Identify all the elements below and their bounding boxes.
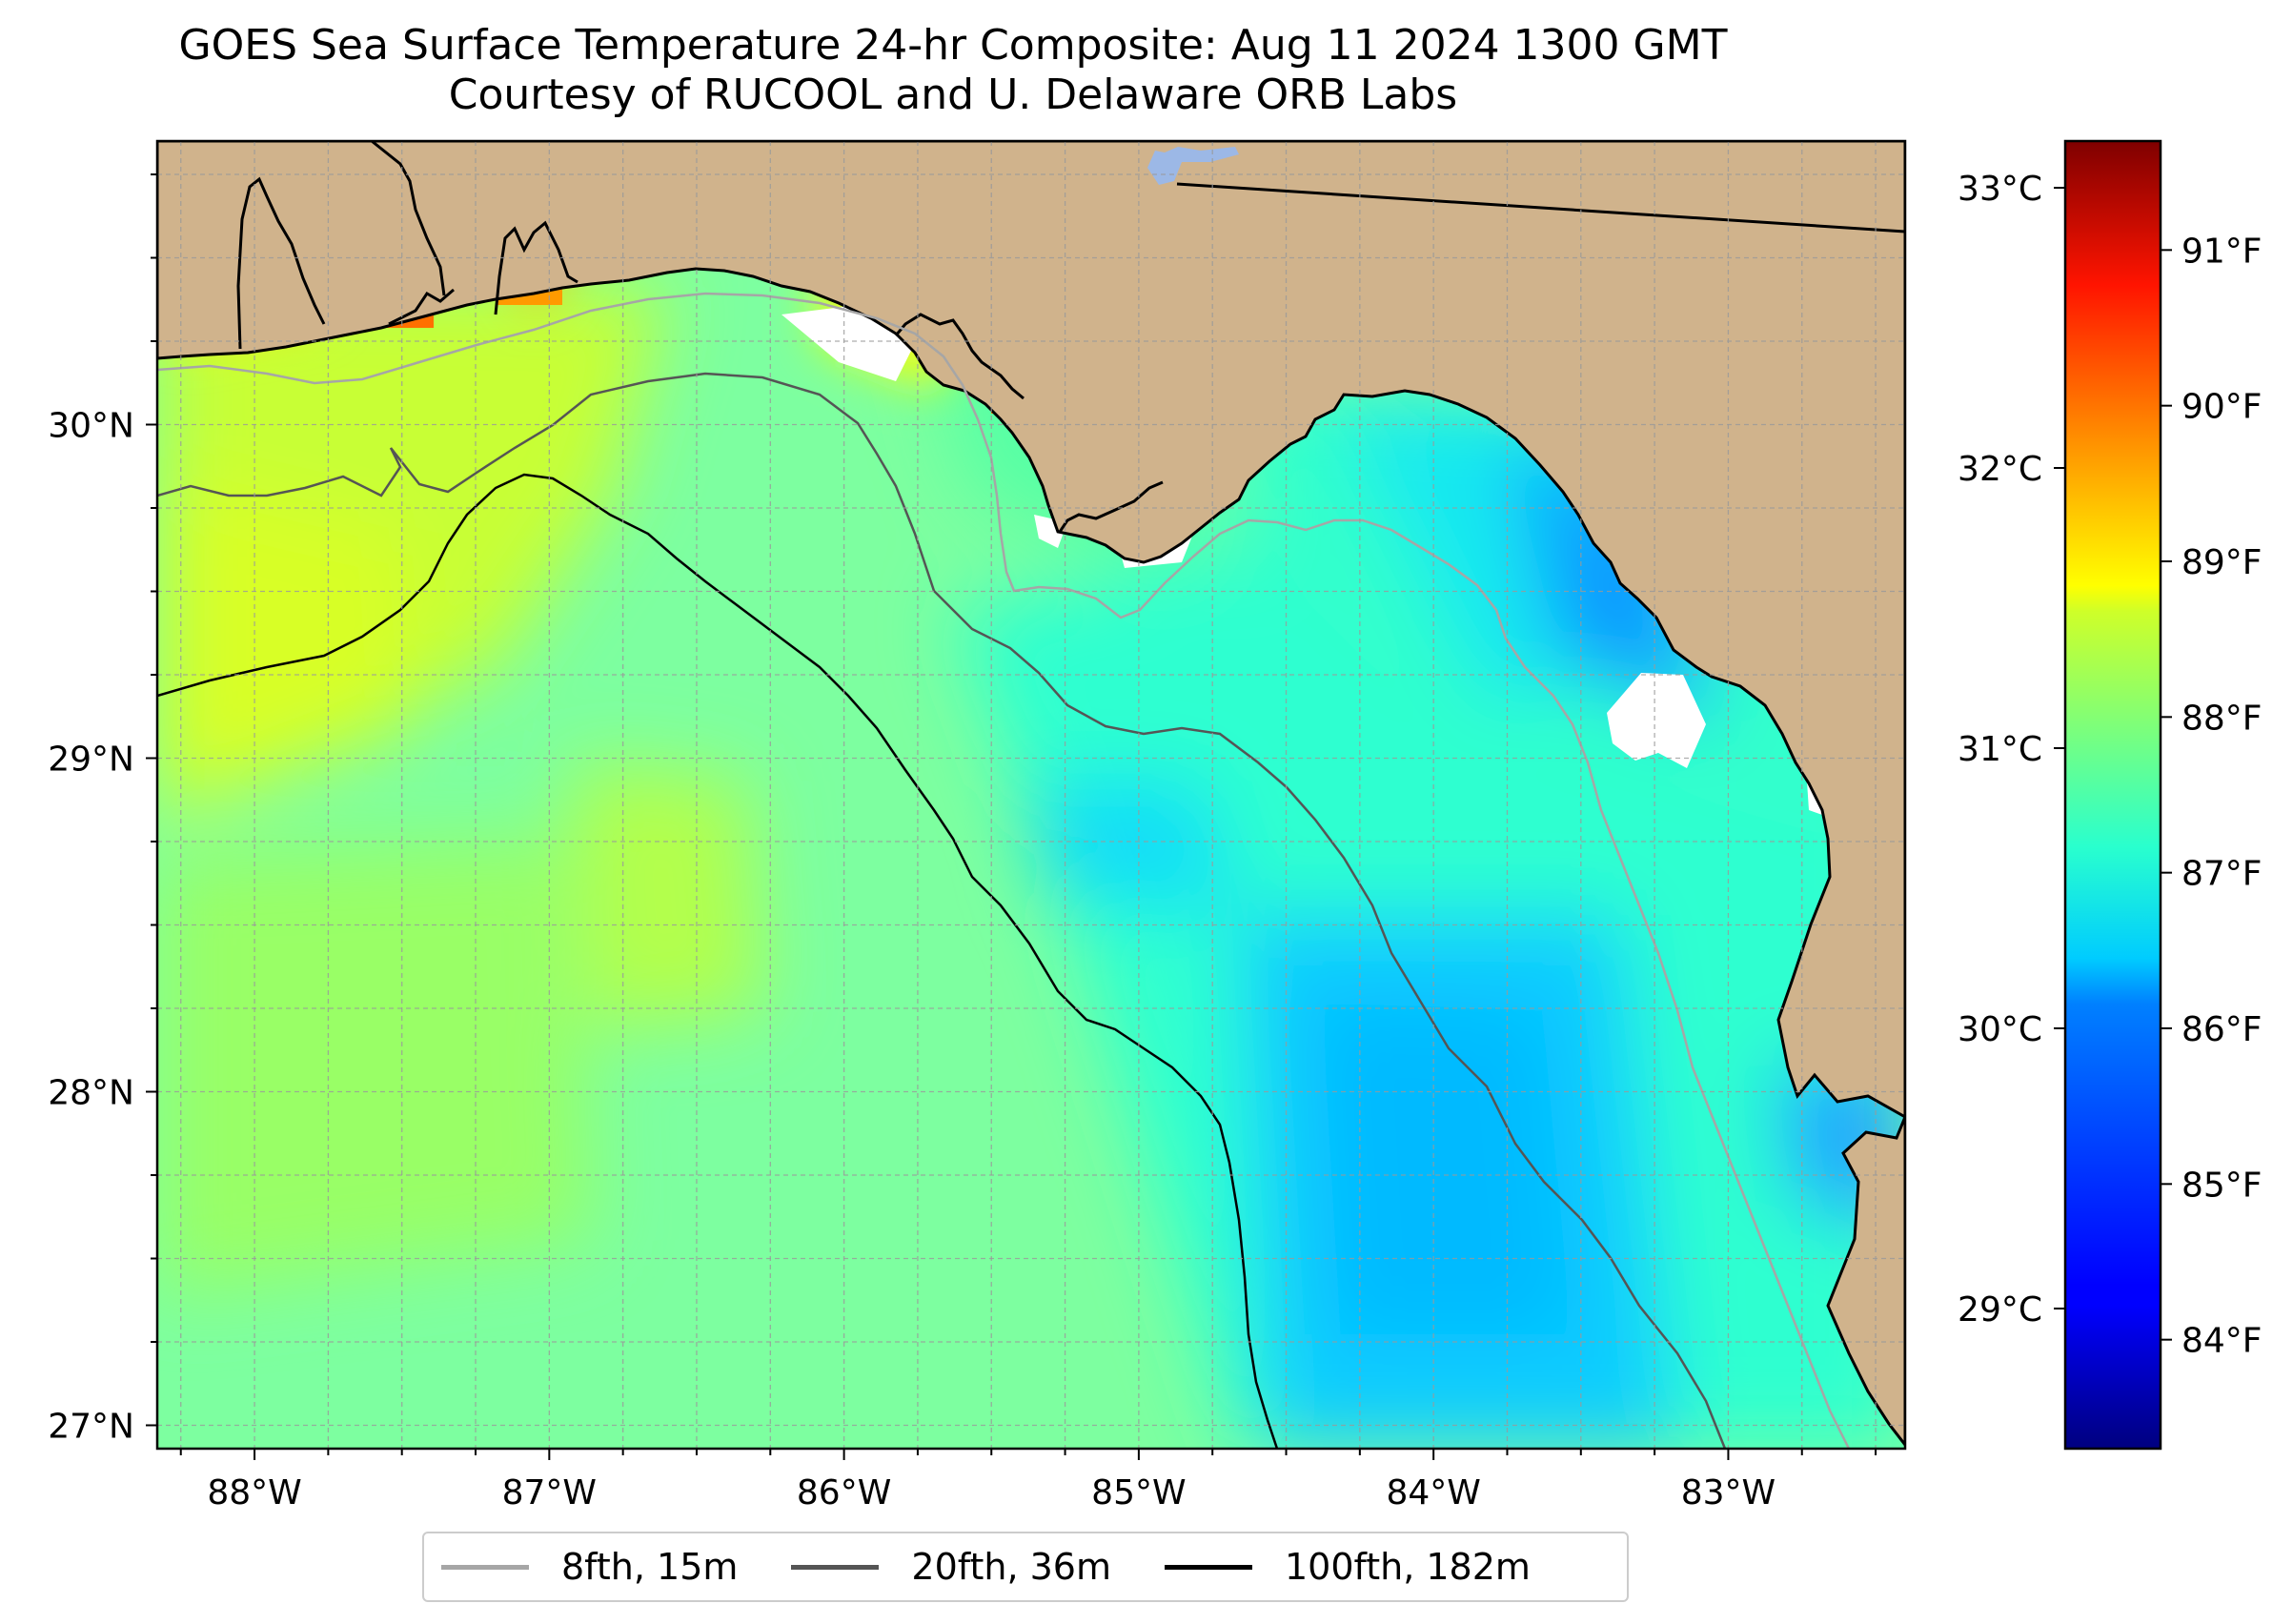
celsius-tick-label: 30°C — [1958, 1010, 2042, 1049]
lake-seminole — [1147, 147, 1239, 185]
legend-line-8fth — [441, 1564, 529, 1570]
fahrenheit-tick-label: 87°F — [2181, 855, 2263, 894]
isobath-100fth — [157, 473, 1279, 1449]
legend-label-20fth: 20fth, 36m — [911, 1546, 1111, 1588]
isobaths — [157, 292, 1851, 1449]
colorbar-ticks: 91°F 90°F 89°F 88°F 87°F 86°F 85°F 84°F 33°C 32°C… — [1958, 170, 2262, 1361]
lat-tick-label: 30°N — [48, 407, 134, 446]
celsius-tick-label: 33°C — [1958, 170, 2042, 209]
legend-label-100fth: 100fth, 182m — [1284, 1546, 1531, 1588]
sst-field — [157, 141, 1905, 1449]
legend-item-100fth: 100fth, 182m — [1164, 1546, 1531, 1588]
colorbar: 91°F 90°F 89°F 88°F 87°F 86°F 85°F 84°F 33°C 32°C… — [1958, 139, 2263, 1451]
map-frame — [155, 139, 1907, 1451]
fahrenheit-tick-label: 90°F — [2181, 388, 2263, 427]
map-axes: 88°W 87°W 86°W 85°W 84°W 83°W 30°N 29°N 28°N 27°N — [48, 173, 1877, 1512]
legend-item-8fth: 8fth, 15m — [441, 1546, 738, 1588]
isobath-20fth — [157, 372, 1727, 1449]
lon-tick-label: 88°W — [207, 1473, 301, 1512]
map-area — [157, 141, 1905, 1449]
celsius-tick-label: 29°C — [1958, 1290, 2042, 1330]
legend-line-20fth — [791, 1564, 880, 1570]
celsius-tick-label: 32°C — [1958, 450, 2042, 489]
fahrenheit-tick-label: 85°F — [2181, 1166, 2263, 1205]
lon-tick-label: 85°W — [1091, 1473, 1186, 1512]
legend-item-20fth: 20fth, 36m — [791, 1546, 1111, 1588]
isobath-8fth — [157, 292, 1851, 1449]
lon-tick-label: 86°W — [797, 1473, 891, 1512]
fahrenheit-tick-label: 86°F — [2181, 1010, 2263, 1049]
map-title: GOES Sea Surface Temperature 24-hr Compo… — [0, 21, 1906, 120]
legend-line-100fth — [1164, 1564, 1252, 1570]
fahrenheit-tick-label: 84°F — [2181, 1322, 2263, 1361]
legend-label-8fth: 8fth, 15m — [561, 1546, 739, 1588]
lat-tick-label: 28°N — [48, 1074, 134, 1113]
fahrenheit-tick-label: 88°F — [2181, 699, 2263, 738]
lon-tick-label: 83°W — [1681, 1473, 1776, 1512]
colorbar-gradient — [2063, 139, 2162, 1451]
fahrenheit-tick-label: 89°F — [2181, 543, 2263, 582]
title-line-2: Courtesy of RUCOOL and U. Delaware ORB L… — [448, 71, 1458, 119]
title-line-1: GOES Sea Surface Temperature 24-hr Compo… — [178, 21, 1728, 70]
lon-tick-label: 87°W — [502, 1473, 597, 1512]
fahrenheit-tick-label: 91°F — [2181, 232, 2263, 271]
lat-tick-label: 29°N — [48, 741, 134, 780]
celsius-tick-label: 31°C — [1958, 730, 2042, 769]
map-gridlines — [157, 141, 1905, 1449]
lat-tick-label: 27°N — [48, 1408, 134, 1447]
lon-tick-label: 84°W — [1386, 1473, 1480, 1512]
isobath-legend: 8fth, 15m 20fth, 36m 100fth, 182m — [422, 1532, 1629, 1602]
land-mass — [157, 141, 1905, 1448]
state-border — [1176, 182, 1905, 233]
